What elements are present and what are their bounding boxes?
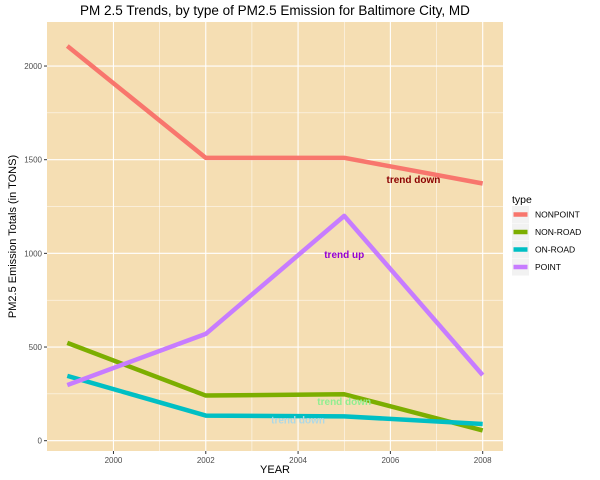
x-tick-label: 2006 xyxy=(381,456,399,465)
annotation-label: trend up xyxy=(324,250,364,261)
chart-title: PM 2.5 Trends, by type of PM2.5 Emission… xyxy=(80,3,470,18)
x-tick-label: 2008 xyxy=(474,456,492,465)
series-line-non-road xyxy=(66,340,484,433)
legend-label: NON-ROAD xyxy=(535,227,581,237)
series-line-point xyxy=(66,213,485,388)
y-axis-title: PM2.5 Emission Totals (in TONS) xyxy=(7,155,19,318)
y-tick-label: 1500 xyxy=(24,156,42,165)
legend-title: type xyxy=(512,194,532,206)
y-tick-label: 500 xyxy=(29,343,43,352)
x-tick-label: 2000 xyxy=(105,456,123,465)
annotation-label: trend down xyxy=(317,397,371,408)
y-tick-label: 2000 xyxy=(24,62,42,71)
legend-label: ON-ROAD xyxy=(535,245,575,255)
legend-label: POINT xyxy=(535,262,561,272)
annotation-label: trend down xyxy=(387,175,441,186)
legend-label: NONPOINT xyxy=(535,210,580,220)
series-line-on-road xyxy=(66,373,483,427)
x-axis-title: YEAR xyxy=(260,464,290,476)
annotation-label: trend down xyxy=(271,416,325,427)
series-line-nonpoint xyxy=(65,44,484,186)
x-tick-label: 2002 xyxy=(197,456,215,465)
x-tick-label: 2004 xyxy=(289,456,307,465)
y-tick-label: 0 xyxy=(38,437,43,446)
y-tick-label: 1000 xyxy=(24,249,42,258)
